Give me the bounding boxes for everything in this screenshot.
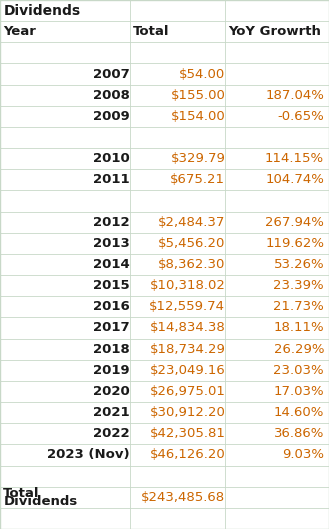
Bar: [0, 148, 329, 169]
Bar: [0, 487, 329, 508]
Text: 2007: 2007: [93, 68, 130, 80]
Text: 14.60%: 14.60%: [274, 406, 324, 419]
Text: 2019: 2019: [93, 364, 130, 377]
Text: 21.73%: 21.73%: [273, 300, 324, 313]
Text: 114.15%: 114.15%: [265, 152, 324, 165]
Text: 17.03%: 17.03%: [273, 385, 324, 398]
Text: 2017: 2017: [93, 322, 130, 334]
Text: 2022: 2022: [93, 427, 130, 440]
Bar: [0, 169, 329, 190]
Text: Year: Year: [3, 25, 36, 38]
Bar: [0, 402, 329, 423]
Text: 267.94%: 267.94%: [265, 216, 324, 229]
Text: 2008: 2008: [93, 89, 130, 102]
Bar: [0, 296, 329, 317]
Bar: [0, 85, 329, 106]
Text: $2,484.37: $2,484.37: [158, 216, 225, 229]
Text: $10,318.02: $10,318.02: [149, 279, 225, 292]
Bar: [0, 63, 329, 85]
Bar: [0, 127, 329, 148]
Text: 104.74%: 104.74%: [265, 174, 324, 186]
Bar: [0, 254, 329, 275]
Bar: [0, 466, 329, 487]
Text: Dividends: Dividends: [3, 495, 78, 507]
Text: $154.00: $154.00: [171, 110, 225, 123]
Text: $12,559.74: $12,559.74: [149, 300, 225, 313]
Bar: [0, 381, 329, 402]
Text: 2021: 2021: [93, 406, 130, 419]
Text: $42,305.81: $42,305.81: [149, 427, 225, 440]
Bar: [0, 423, 329, 444]
Text: $54.00: $54.00: [179, 68, 225, 80]
Text: $26,975.01: $26,975.01: [149, 385, 225, 398]
Bar: [0, 275, 329, 296]
Text: 2010: 2010: [93, 152, 130, 165]
Bar: [0, 212, 329, 233]
Bar: [0, 42, 329, 63]
Bar: [0, 317, 329, 339]
Text: $30,912.20: $30,912.20: [149, 406, 225, 419]
Bar: [0, 21, 329, 42]
Text: $8,362.30: $8,362.30: [158, 258, 225, 271]
Bar: [0, 360, 329, 381]
Bar: [0, 106, 329, 127]
Text: 187.04%: 187.04%: [265, 89, 324, 102]
Text: $329.79: $329.79: [170, 152, 225, 165]
Text: 2020: 2020: [93, 385, 130, 398]
Bar: [0, 444, 329, 466]
Text: 26.29%: 26.29%: [274, 343, 324, 355]
Text: 36.86%: 36.86%: [274, 427, 324, 440]
Text: $5,456.20: $5,456.20: [158, 237, 225, 250]
Text: 2013: 2013: [93, 237, 130, 250]
Text: $155.00: $155.00: [170, 89, 225, 102]
Text: YoY Growrth: YoY Growrth: [229, 25, 321, 38]
Text: Total: Total: [3, 487, 40, 500]
Bar: [0, 508, 329, 529]
Text: 23.03%: 23.03%: [273, 364, 324, 377]
Bar: [0, 190, 329, 212]
Bar: [0, 0, 329, 21]
Text: 18.11%: 18.11%: [273, 322, 324, 334]
Text: Total: Total: [133, 25, 170, 38]
Text: $46,126.20: $46,126.20: [150, 449, 225, 461]
Text: $14,834.38: $14,834.38: [150, 322, 225, 334]
Text: 2023 (Nov): 2023 (Nov): [47, 449, 130, 461]
Text: 2016: 2016: [93, 300, 130, 313]
Text: 23.39%: 23.39%: [273, 279, 324, 292]
Text: 2009: 2009: [93, 110, 130, 123]
Bar: [0, 233, 329, 254]
Text: $23,049.16: $23,049.16: [150, 364, 225, 377]
Text: 53.26%: 53.26%: [273, 258, 324, 271]
Text: 2012: 2012: [93, 216, 130, 229]
Text: -0.65%: -0.65%: [277, 110, 324, 123]
Text: 2018: 2018: [93, 343, 130, 355]
Text: 119.62%: 119.62%: [265, 237, 324, 250]
Text: $675.21: $675.21: [170, 174, 225, 186]
Text: 9.03%: 9.03%: [282, 449, 324, 461]
Text: $18,734.29: $18,734.29: [149, 343, 225, 355]
Text: 2015: 2015: [93, 279, 130, 292]
Text: 2014: 2014: [93, 258, 130, 271]
Bar: [0, 339, 329, 360]
Text: $243,485.68: $243,485.68: [141, 491, 225, 504]
Text: 2011: 2011: [93, 174, 130, 186]
Text: Dividends: Dividends: [3, 4, 80, 17]
